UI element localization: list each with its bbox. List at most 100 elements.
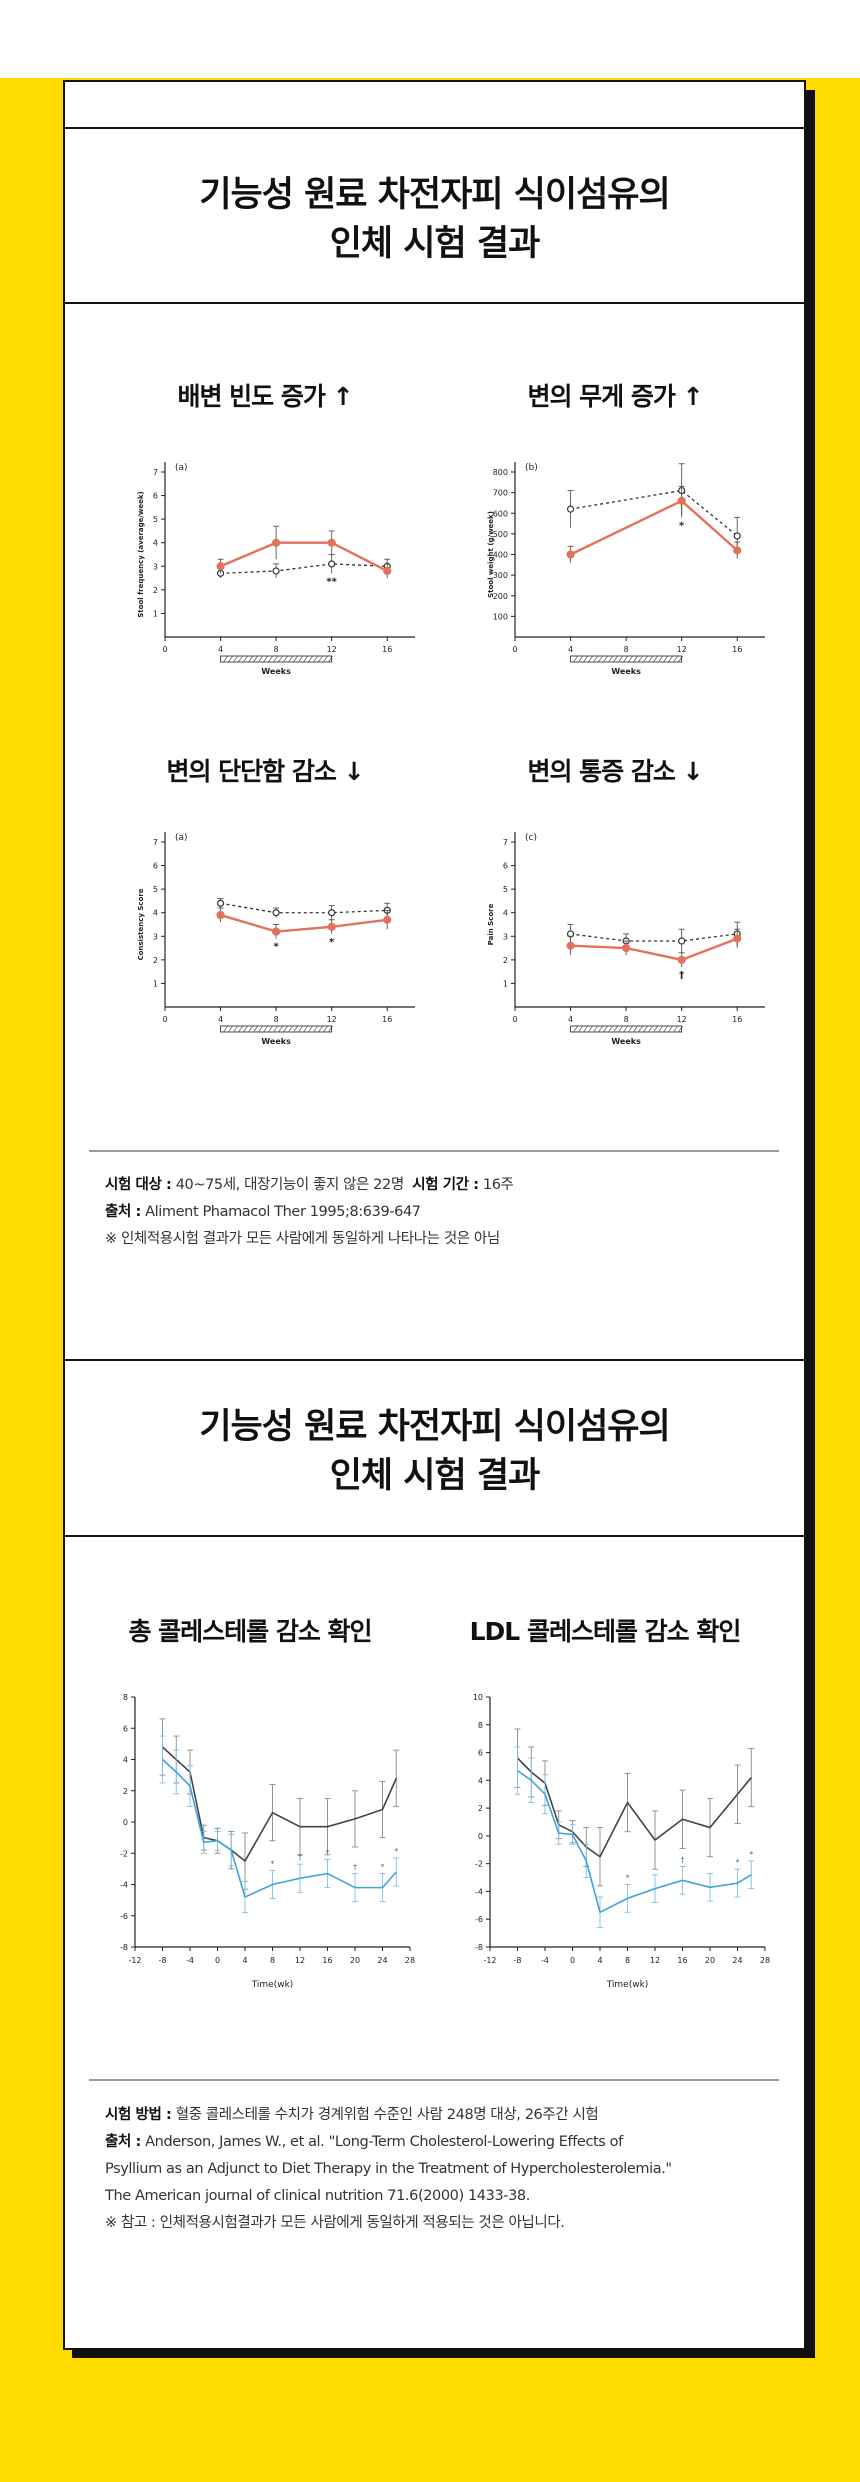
hatch-line bbox=[233, 655, 238, 663]
y-tick-label: 1 bbox=[503, 979, 508, 988]
chart-heading-stool-frequency: 배변 빈도 증가 ↑ bbox=[177, 382, 353, 411]
x-tick-label: 4 bbox=[597, 1956, 602, 1965]
hatch-line bbox=[323, 655, 328, 663]
x-tick-label: 0 bbox=[162, 1015, 167, 1024]
x-axis-label: Weeks bbox=[261, 1037, 291, 1046]
divider bbox=[65, 127, 804, 129]
x-tick-label: -4 bbox=[186, 1956, 194, 1965]
x-tick-label: 12 bbox=[295, 1956, 305, 1965]
hatch-line bbox=[318, 655, 323, 663]
y-tick-label: 5 bbox=[503, 885, 508, 894]
treatment-point bbox=[733, 546, 742, 555]
hatch-line bbox=[303, 655, 308, 663]
x-tick-label: 16 bbox=[677, 1956, 687, 1965]
y-tick-label: 2 bbox=[153, 956, 158, 965]
control-point bbox=[216, 899, 225, 907]
hatch-line bbox=[608, 1025, 613, 1033]
source-line-3: The American journal of clinical nutriti… bbox=[105, 2188, 530, 2204]
x-tick-label: 0 bbox=[512, 1015, 517, 1024]
significance-marker: * bbox=[326, 1849, 330, 1858]
control-line bbox=[220, 563, 388, 575]
y-tick-label: -6 bbox=[475, 1915, 483, 1924]
y-tick-label: -2 bbox=[120, 1849, 128, 1858]
divider bbox=[89, 1150, 779, 1152]
x-tick-label: 4 bbox=[218, 645, 223, 654]
control-point bbox=[328, 560, 336, 568]
hatch-line bbox=[228, 1025, 233, 1033]
x-axis-label: Weeks bbox=[261, 667, 291, 676]
hatch-line bbox=[313, 655, 318, 663]
x-tick-label: -8 bbox=[514, 1956, 522, 1965]
hatch-line bbox=[633, 1025, 638, 1033]
hatch-line bbox=[268, 655, 273, 663]
panel-label: (b) bbox=[525, 463, 538, 473]
significance-marker: * bbox=[626, 1874, 630, 1883]
hatch-line bbox=[283, 655, 288, 663]
y-tick-label: 0 bbox=[478, 1832, 483, 1841]
method-line: 시험 방법 : 혈중 콜레스테롤 수치가 경계위험 수준인 사람 248명 대상… bbox=[105, 2102, 672, 2129]
hatch-line bbox=[313, 1025, 318, 1033]
y-tick-label: 4 bbox=[153, 909, 158, 918]
chart-stool-weight: 100 200 300 400 500 600 700 800 0 4 8 12 16 (b) Weeks S… bbox=[487, 462, 765, 676]
disclaimer: ※ 참고 : 인체적용시험결과가 모든 사람에게 동일하게 적용되는 것은 아닙… bbox=[105, 2215, 565, 2231]
hatch-line bbox=[613, 655, 618, 663]
hatch-line bbox=[288, 655, 293, 663]
period-value: 16주 bbox=[482, 1177, 514, 1193]
significance-marker: † bbox=[679, 970, 684, 981]
control-point bbox=[272, 909, 280, 917]
x-tick-label: 16 bbox=[732, 1015, 742, 1024]
x-tick-label: 4 bbox=[218, 1015, 223, 1024]
x-tick-label: 0 bbox=[512, 645, 517, 654]
hatch-line bbox=[643, 655, 648, 663]
y-tick-label: 6 bbox=[123, 1724, 128, 1733]
treatment-point bbox=[383, 566, 392, 576]
hatch-line bbox=[578, 1025, 583, 1033]
hatch-line bbox=[593, 655, 598, 663]
hatch-line bbox=[648, 1025, 653, 1033]
treatment-line bbox=[161, 1758, 397, 1899]
y-tick-label: 6 bbox=[153, 862, 158, 871]
hatch-line bbox=[583, 655, 588, 663]
treatment-period-bar bbox=[220, 1025, 333, 1033]
y-tick-label: 2 bbox=[478, 1804, 483, 1813]
y-tick-label: 4 bbox=[153, 539, 158, 548]
x-tick-label: 16 bbox=[322, 1956, 332, 1965]
y-tick-label: 4 bbox=[123, 1756, 128, 1765]
significance-marker: ** bbox=[326, 576, 337, 587]
y-tick-label: 6 bbox=[478, 1749, 483, 1758]
subject-line: 시험 대상 : 40~75세, 대장기능이 좋지 않은 22명 시험 기간 : … bbox=[105, 1172, 514, 1199]
hatch-line bbox=[658, 1025, 663, 1033]
source-line: 출처 : Aliment Phamacol Ther 1995;8:639-64… bbox=[105, 1199, 513, 1226]
hatch-line bbox=[288, 1025, 293, 1033]
hatch-line bbox=[623, 655, 628, 663]
x-axis-label: Weeks bbox=[611, 667, 641, 676]
treatment-point bbox=[216, 562, 225, 571]
hatch-line bbox=[588, 655, 593, 663]
y-tick-label: 3 bbox=[153, 932, 158, 941]
x-tick-label: -4 bbox=[541, 1956, 549, 1965]
treatment-point bbox=[733, 934, 742, 943]
control-line bbox=[570, 489, 738, 537]
hatch-line bbox=[628, 1025, 633, 1033]
x-tick-label: 4 bbox=[568, 1015, 573, 1024]
treatment-point bbox=[622, 943, 631, 953]
hatch-line bbox=[598, 655, 603, 663]
x-tick-label: 0 bbox=[162, 645, 167, 654]
x-tick-label: 8 bbox=[624, 645, 629, 654]
control-point bbox=[272, 567, 280, 575]
treatment-point bbox=[566, 941, 575, 950]
y-tick-label: 7 bbox=[153, 838, 158, 847]
hatch-line bbox=[648, 655, 653, 663]
y-tick-label: 100 bbox=[493, 612, 508, 621]
hatch-line bbox=[663, 1025, 668, 1033]
chart-heading-stool-weight: 변의 무게 증가 ↑ bbox=[527, 382, 703, 411]
source-label: 출처 : bbox=[105, 1204, 141, 1220]
treatment-period-bar bbox=[570, 1025, 683, 1033]
significance-marker: * bbox=[381, 1863, 385, 1872]
disclaimer: ※ 인체적용시험 결과가 모든 사람에게 동일하게 나타나는 것은 아님 bbox=[105, 1231, 500, 1247]
x-tick-label: 4 bbox=[568, 645, 573, 654]
hatch-line bbox=[318, 1025, 323, 1033]
x-axis-label: Time(wk) bbox=[251, 1980, 294, 1990]
x-tick-label: 24 bbox=[732, 1956, 742, 1965]
